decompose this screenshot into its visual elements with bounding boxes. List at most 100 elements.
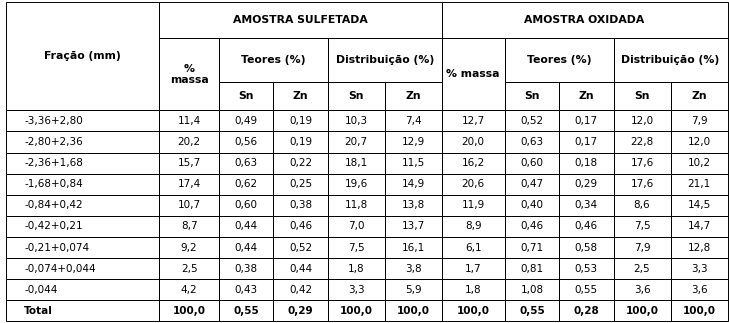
Text: 10,7: 10,7 — [178, 200, 200, 210]
Text: 11,9: 11,9 — [461, 200, 485, 210]
Bar — [273, 237, 327, 258]
Bar — [559, 279, 614, 300]
Text: AMOSTRA OXIDADA: AMOSTRA OXIDADA — [524, 15, 644, 25]
Text: Sn: Sn — [238, 91, 254, 101]
Bar — [442, 216, 504, 237]
Text: 20,2: 20,2 — [178, 137, 200, 147]
Text: 0,46: 0,46 — [574, 221, 598, 231]
Text: Total: Total — [24, 306, 53, 316]
Bar — [442, 2, 728, 38]
Bar — [504, 174, 559, 195]
Bar — [442, 279, 504, 300]
Text: 0,40: 0,40 — [521, 200, 544, 210]
Bar — [671, 82, 728, 110]
Bar — [160, 279, 219, 300]
Text: 0,38: 0,38 — [289, 200, 312, 210]
Text: 9,2: 9,2 — [181, 243, 198, 253]
Bar — [559, 300, 614, 321]
Bar — [219, 258, 273, 279]
Bar — [273, 152, 327, 174]
Bar — [273, 195, 327, 216]
Bar — [385, 300, 442, 321]
Bar — [671, 131, 728, 152]
Bar — [559, 195, 614, 216]
Text: 17,4: 17,4 — [177, 179, 200, 189]
Bar — [327, 258, 385, 279]
Text: 0,17: 0,17 — [574, 116, 598, 126]
Text: 16,1: 16,1 — [402, 243, 425, 253]
Bar — [160, 195, 219, 216]
Bar — [273, 110, 327, 131]
Bar — [160, 258, 219, 279]
Bar — [6, 237, 160, 258]
Bar — [219, 152, 273, 174]
Bar — [614, 174, 671, 195]
Text: -1,68+0,84: -1,68+0,84 — [24, 179, 83, 189]
Bar — [219, 237, 273, 258]
Text: 0,44: 0,44 — [289, 264, 312, 274]
Text: 7,4: 7,4 — [405, 116, 421, 126]
Bar — [6, 195, 160, 216]
Bar — [385, 131, 442, 152]
Text: 12,0: 12,0 — [687, 137, 711, 147]
Bar — [327, 237, 385, 258]
Bar — [273, 279, 327, 300]
Bar — [327, 216, 385, 237]
Text: 22,8: 22,8 — [631, 137, 654, 147]
Bar — [504, 258, 559, 279]
Text: 0,55: 0,55 — [574, 285, 598, 295]
Text: 8,7: 8,7 — [181, 221, 198, 231]
Text: 0,42: 0,42 — [289, 285, 312, 295]
Text: Fração (mm): Fração (mm) — [44, 51, 121, 61]
Bar — [614, 38, 728, 81]
Text: 0,25: 0,25 — [289, 179, 312, 189]
Bar — [442, 195, 504, 216]
Bar — [671, 174, 728, 195]
Bar — [442, 237, 504, 258]
Bar — [559, 152, 614, 174]
Text: 10,2: 10,2 — [687, 158, 711, 168]
Text: 0,44: 0,44 — [235, 221, 257, 231]
Text: 7,9: 7,9 — [634, 243, 650, 253]
Bar — [273, 174, 327, 195]
Text: 100,0: 100,0 — [340, 306, 373, 316]
Text: 7,5: 7,5 — [348, 243, 364, 253]
Text: 20,7: 20,7 — [345, 137, 367, 147]
Text: Zn: Zn — [691, 91, 707, 101]
Text: 17,6: 17,6 — [631, 179, 654, 189]
Bar — [504, 216, 559, 237]
Bar — [671, 237, 728, 258]
Text: 7,5: 7,5 — [634, 221, 650, 231]
Bar — [6, 152, 160, 174]
Text: 0,60: 0,60 — [235, 200, 257, 210]
Bar — [614, 300, 671, 321]
Bar — [219, 131, 273, 152]
Bar — [442, 152, 504, 174]
Bar — [219, 38, 327, 81]
Text: -0,074+0,044: -0,074+0,044 — [24, 264, 96, 274]
Text: 0,19: 0,19 — [289, 116, 312, 126]
Bar — [504, 237, 559, 258]
Text: 100,0: 100,0 — [173, 306, 206, 316]
Bar — [6, 110, 160, 131]
Bar — [504, 300, 559, 321]
Text: 3,3: 3,3 — [348, 285, 364, 295]
Text: -0,42+0,21: -0,42+0,21 — [24, 221, 83, 231]
Bar — [504, 131, 559, 152]
Bar — [327, 195, 385, 216]
Bar — [327, 174, 385, 195]
Bar — [273, 82, 327, 110]
Bar — [385, 279, 442, 300]
Bar — [327, 300, 385, 321]
Text: Distribuição (%): Distribuição (%) — [621, 55, 720, 65]
Bar — [559, 110, 614, 131]
Bar — [671, 258, 728, 279]
Text: %
massa: % massa — [170, 64, 208, 85]
Text: 0,46: 0,46 — [521, 221, 544, 231]
Bar — [385, 110, 442, 131]
Text: Sn: Sn — [524, 91, 539, 101]
Bar — [327, 131, 385, 152]
Bar — [442, 110, 504, 131]
Text: -2,36+1,68: -2,36+1,68 — [24, 158, 83, 168]
Bar — [6, 174, 160, 195]
